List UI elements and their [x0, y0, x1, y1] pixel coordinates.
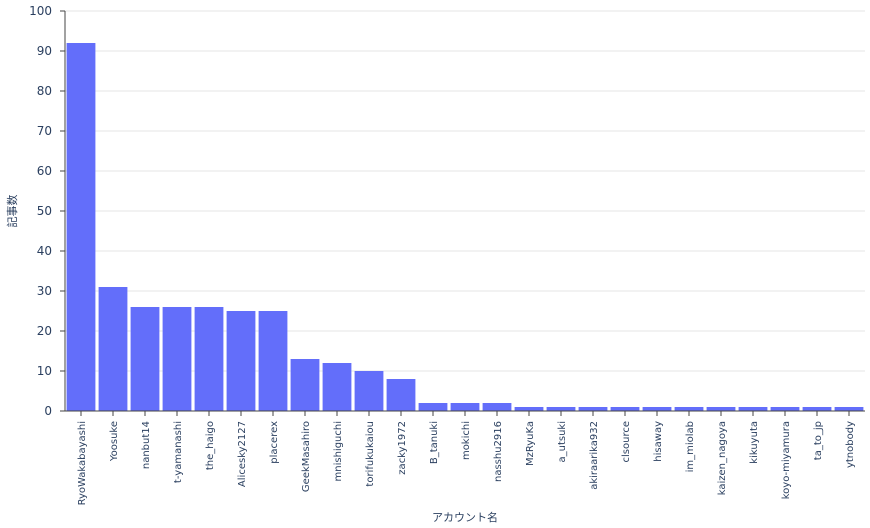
x-axis-ticks: RyoWakabayashi Yoosuke nanbut14 t-yamanashi… — [77, 411, 856, 505]
y-tick-label: 100 — [29, 4, 52, 18]
x-tick-label: B_tanuki — [429, 421, 440, 464]
y-tick-label: 80 — [37, 84, 52, 98]
bar[interactable] — [578, 407, 608, 411]
bar[interactable] — [258, 311, 288, 411]
y-tick-label: 90 — [37, 44, 52, 58]
x-tick-label: akiraarika932 — [589, 421, 600, 490]
bar[interactable] — [546, 407, 576, 411]
x-tick-label: mnishiguchi — [333, 421, 344, 481]
bar[interactable] — [706, 407, 736, 411]
bar[interactable] — [98, 287, 128, 411]
y-axis-ticks: 0 10 20 30 40 50 60 70 80 90 100 — [29, 4, 65, 418]
x-tick-label: zacky1972 — [397, 421, 408, 475]
bar[interactable] — [834, 407, 864, 411]
bar[interactable] — [322, 363, 352, 411]
x-tick-label: nasshu2916 — [493, 421, 504, 482]
bar[interactable] — [290, 359, 320, 411]
x-tick-label: a_utsuki — [557, 421, 568, 463]
x-tick-label: t-yamanashi — [173, 421, 184, 483]
bar[interactable] — [514, 407, 544, 411]
bar[interactable] — [642, 407, 672, 411]
bar[interactable] — [226, 311, 256, 411]
x-tick-label: ytnobody — [845, 421, 856, 468]
x-tick-label: torifukukaiou — [365, 421, 376, 487]
bar[interactable] — [482, 403, 512, 411]
y-tick-label: 30 — [37, 284, 52, 298]
bars — [66, 43, 864, 411]
x-tick-label: ta_to_jp — [813, 421, 824, 460]
bar[interactable] — [66, 43, 96, 411]
x-tick-label: nanbut14 — [141, 421, 152, 469]
bar[interactable] — [354, 371, 384, 411]
bar[interactable] — [770, 407, 800, 411]
y-tick-label: 60 — [37, 164, 52, 178]
y-tick-label: 40 — [37, 244, 52, 258]
bar[interactable] — [674, 407, 704, 411]
x-tick-label: im_miolab — [685, 421, 696, 472]
x-axis-title: アカウント名 — [432, 510, 498, 524]
y-tick-label: 0 — [44, 404, 52, 418]
x-tick-label: Alicesky2127 — [237, 421, 248, 487]
bar[interactable] — [130, 307, 160, 411]
x-tick-label: the_haigo — [205, 421, 216, 470]
bar[interactable] — [738, 407, 768, 411]
x-tick-label: RyoWakabayashi — [77, 421, 88, 505]
bar[interactable] — [418, 403, 448, 411]
y-axis-title: 記事数 — [5, 195, 19, 228]
bar[interactable] — [450, 403, 480, 411]
x-tick-label: placerex — [269, 421, 280, 464]
bar[interactable] — [386, 379, 416, 411]
x-tick-label: hisaway — [653, 421, 664, 462]
bar[interactable] — [162, 307, 192, 411]
x-tick-label: mokichi — [461, 421, 472, 460]
bar[interactable] — [194, 307, 224, 411]
y-tick-label: 20 — [37, 324, 52, 338]
x-tick-label: kikuyuta — [749, 421, 760, 464]
y-tick-label: 50 — [37, 204, 52, 218]
y-tick-label: 70 — [37, 124, 52, 138]
x-tick-label: koyo-miyamura — [781, 421, 792, 499]
x-tick-label: Yoosuke — [109, 421, 120, 462]
bar[interactable] — [802, 407, 832, 411]
y-tick-label: 10 — [37, 364, 52, 378]
x-tick-label: GeekMasahiro — [301, 421, 312, 492]
bar[interactable] — [610, 407, 640, 411]
x-tick-label: kaizen_nagoya — [717, 421, 728, 495]
x-tick-label: MzRyuKa — [525, 421, 536, 466]
x-tick-label: clsource — [621, 421, 632, 462]
